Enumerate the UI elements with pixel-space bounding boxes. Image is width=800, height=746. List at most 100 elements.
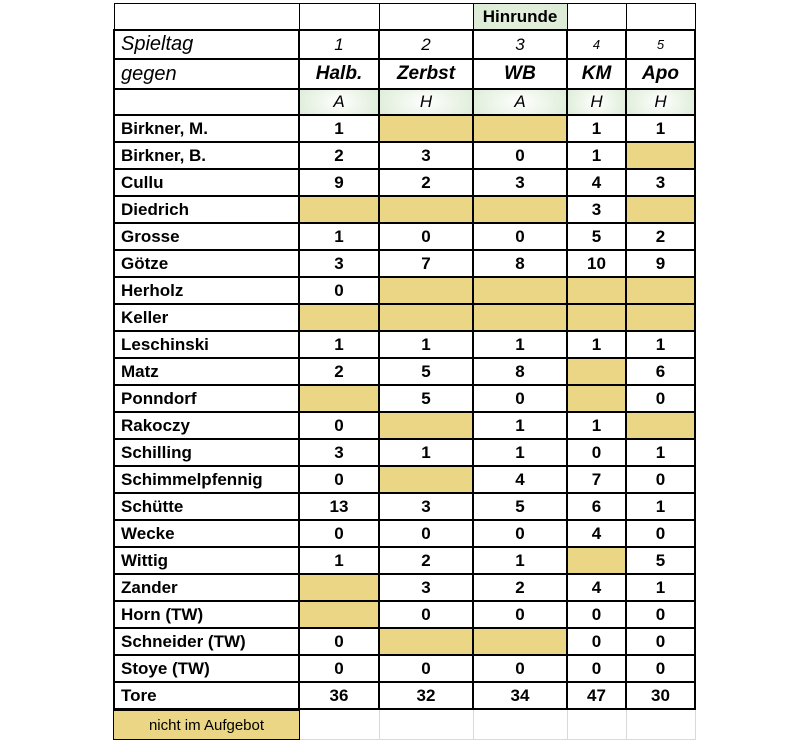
matchday-cell[interactable]: 3 (472, 29, 568, 60)
matchday-cell[interactable]: 1 (298, 29, 380, 60)
value-cell[interactable]: 0 (298, 411, 380, 440)
value-cell[interactable]: 1 (566, 114, 627, 143)
value-cell[interactable]: 4 (566, 168, 627, 197)
spieltag-label-cell[interactable]: Spieltag (113, 29, 300, 60)
not-in-squad-cell[interactable] (625, 195, 696, 224)
value-cell[interactable]: 2 (378, 168, 474, 197)
value-cell[interactable]: 4 (566, 573, 627, 602)
value-cell[interactable]: 1 (566, 330, 627, 359)
not-in-squad-cell[interactable] (378, 195, 474, 224)
not-in-squad-cell[interactable] (625, 411, 696, 440)
value-cell[interactable]: 6 (566, 492, 627, 521)
not-in-squad-cell[interactable] (472, 114, 568, 143)
value-cell[interactable]: 0 (378, 600, 474, 629)
value-cell[interactable]: 1 (298, 546, 380, 575)
opponent-cell[interactable]: Zerbst (378, 58, 474, 90)
not-in-squad-cell[interactable] (625, 276, 696, 305)
player-name-cell[interactable]: Keller (113, 303, 300, 332)
matchday-cell[interactable]: 5 (625, 29, 696, 60)
not-in-squad-cell[interactable] (472, 627, 568, 656)
value-cell[interactable]: 10 (566, 249, 627, 278)
not-in-squad-cell[interactable] (298, 303, 380, 332)
value-cell[interactable]: 3 (378, 573, 474, 602)
player-name-cell[interactable]: Herholz (113, 276, 300, 305)
player-name-cell[interactable]: Matz (113, 357, 300, 386)
empty-header-cell[interactable] (625, 3, 696, 31)
value-cell[interactable]: 30 (625, 681, 696, 710)
value-cell[interactable]: 4 (472, 465, 568, 494)
player-name-cell[interactable]: Wittig (113, 546, 300, 575)
value-cell[interactable]: 0 (566, 600, 627, 629)
value-cell[interactable]: 1 (472, 546, 568, 575)
value-cell[interactable]: 1 (625, 330, 696, 359)
empty-header-cell[interactable] (378, 3, 474, 31)
value-cell[interactable]: 1 (472, 438, 568, 467)
value-cell[interactable]: 1 (625, 114, 696, 143)
value-cell[interactable]: 32 (378, 681, 474, 710)
matchday-cell[interactable]: 2 (378, 29, 474, 60)
value-cell[interactable]: 3 (566, 195, 627, 224)
value-cell[interactable]: 47 (566, 681, 627, 710)
player-name-cell[interactable]: Birkner, M. (113, 114, 300, 143)
not-in-squad-cell[interactable] (298, 600, 380, 629)
not-in-squad-cell[interactable] (566, 357, 627, 386)
value-cell[interactable]: 3 (298, 438, 380, 467)
value-cell[interactable]: 6 (625, 357, 696, 386)
value-cell[interactable]: 0 (625, 519, 696, 548)
not-in-squad-cell[interactable] (625, 303, 696, 332)
value-cell[interactable]: 36 (298, 681, 380, 710)
value-cell[interactable]: 0 (472, 141, 568, 170)
empty-header-cell[interactable] (298, 3, 380, 31)
value-cell[interactable]: 0 (472, 600, 568, 629)
not-in-squad-cell[interactable] (472, 303, 568, 332)
opponent-cell[interactable]: Halb. (298, 58, 380, 90)
value-cell[interactable]: 0 (472, 654, 568, 683)
player-name-cell[interactable]: Zander (113, 573, 300, 602)
value-cell[interactable]: 2 (472, 573, 568, 602)
value-cell[interactable]: 1 (625, 573, 696, 602)
not-in-squad-cell[interactable] (566, 546, 627, 575)
player-name-cell[interactable]: Grosse (113, 222, 300, 251)
player-name-cell[interactable]: Götze (113, 249, 300, 278)
value-cell[interactable]: 0 (625, 600, 696, 629)
not-in-squad-cell[interactable] (378, 465, 474, 494)
value-cell[interactable]: 0 (472, 384, 568, 413)
value-cell[interactable]: 3 (472, 168, 568, 197)
empty-header-cell[interactable] (113, 88, 300, 116)
value-cell[interactable]: 3 (378, 141, 474, 170)
value-cell[interactable]: 2 (378, 546, 474, 575)
player-name-cell[interactable]: Schimmelpfennig (113, 465, 300, 494)
player-name-cell[interactable]: Stoye (TW) (113, 654, 300, 683)
value-cell[interactable]: 0 (472, 519, 568, 548)
opponent-cell[interactable]: WB (472, 58, 568, 90)
value-cell[interactable]: 1 (472, 330, 568, 359)
value-cell[interactable]: 0 (298, 627, 380, 656)
empty-header-cell[interactable] (566, 3, 627, 31)
value-cell[interactable]: 1 (625, 438, 696, 467)
opponent-cell[interactable]: KM (566, 58, 627, 90)
value-cell[interactable]: 8 (472, 357, 568, 386)
value-cell[interactable]: 4 (566, 519, 627, 548)
value-cell[interactable]: 1 (298, 222, 380, 251)
value-cell[interactable]: 3 (625, 168, 696, 197)
not-in-squad-cell[interactable] (378, 627, 474, 656)
value-cell[interactable]: 0 (378, 222, 474, 251)
not-in-squad-cell[interactable] (566, 303, 627, 332)
value-cell[interactable]: 0 (298, 519, 380, 548)
value-cell[interactable]: 0 (566, 627, 627, 656)
value-cell[interactable]: 13 (298, 492, 380, 521)
value-cell[interactable]: 0 (566, 438, 627, 467)
value-cell[interactable]: 7 (378, 249, 474, 278)
value-cell[interactable]: 0 (472, 222, 568, 251)
value-cell[interactable]: 5 (625, 546, 696, 575)
value-cell[interactable]: 1 (378, 438, 474, 467)
value-cell[interactable]: 2 (298, 357, 380, 386)
value-cell[interactable]: 3 (298, 249, 380, 278)
value-cell[interactable]: 0 (625, 465, 696, 494)
player-name-cell[interactable]: Rakoczy (113, 411, 300, 440)
not-in-squad-cell[interactable] (378, 114, 474, 143)
value-cell[interactable]: 1 (625, 492, 696, 521)
value-cell[interactable]: 5 (566, 222, 627, 251)
not-in-squad-cell[interactable] (298, 573, 380, 602)
not-in-squad-cell[interactable] (566, 384, 627, 413)
